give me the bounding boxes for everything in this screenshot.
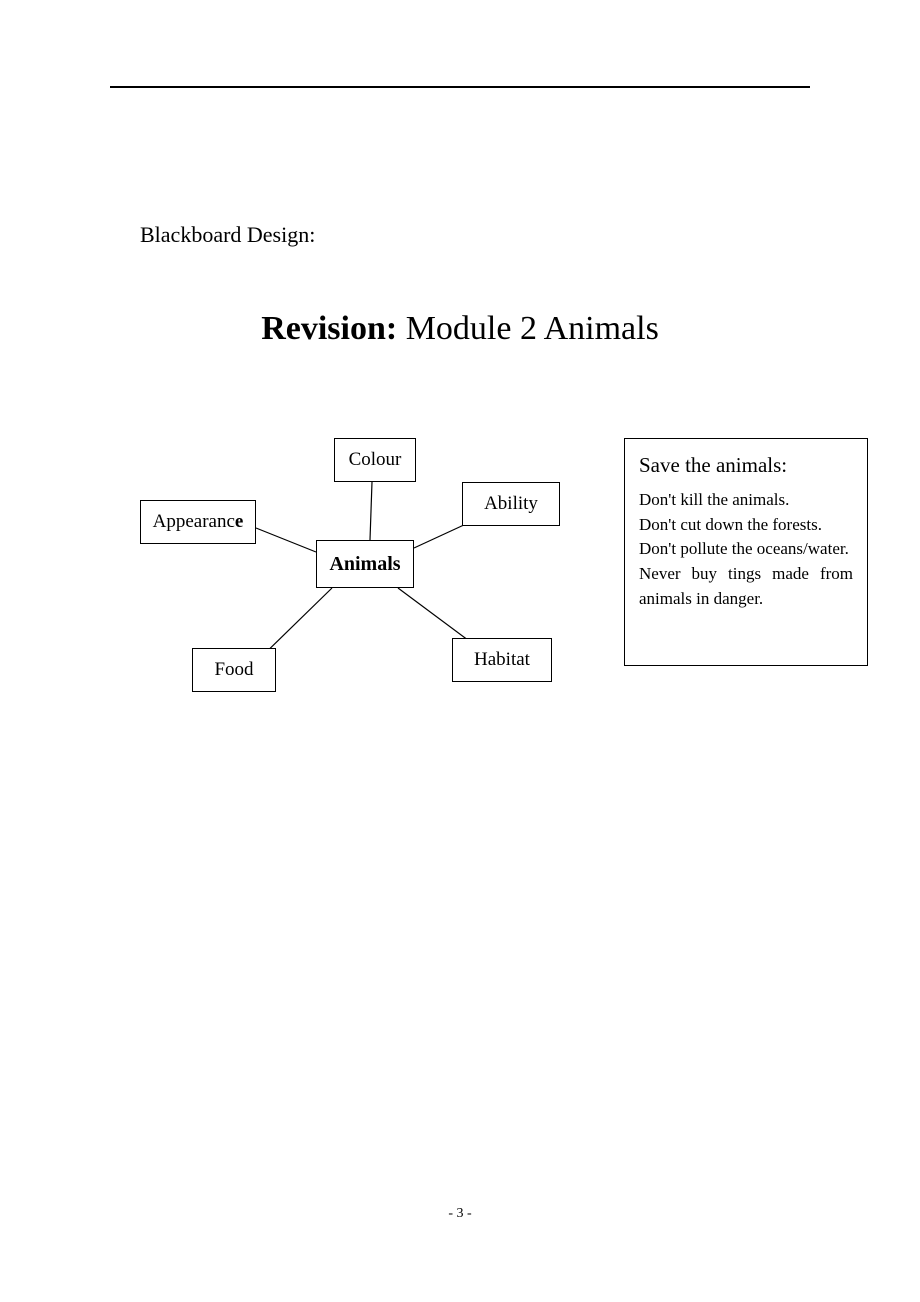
diagram-node-food: Food bbox=[192, 648, 276, 692]
save-animals-box: Save the animals: Don't kill the animals… bbox=[624, 438, 868, 666]
document-page: Blackboard Design: Revision: Module 2 An… bbox=[0, 0, 920, 1302]
sidebox-title: Save the animals: bbox=[639, 453, 853, 478]
sidebox-body: Don't kill the animals.Don't cut down th… bbox=[639, 488, 853, 611]
section-label: Blackboard Design: bbox=[140, 222, 315, 248]
diagram-node-colour: Colour bbox=[334, 438, 416, 482]
sidebox-line: Don't cut down the forests. bbox=[639, 513, 853, 538]
sidebox-line: Never buy tings made from animals in dan… bbox=[639, 562, 853, 611]
page-number: - 3 - bbox=[0, 1206, 920, 1222]
diagram-node-center: Animals bbox=[316, 540, 414, 588]
diagram-node-appearance: Appearance bbox=[140, 500, 256, 544]
title-bold: Revision: bbox=[261, 310, 397, 347]
page-title: Revision: Module 2 Animals bbox=[0, 310, 920, 348]
sidebox-line: Don't kill the animals. bbox=[639, 488, 853, 513]
diagram-edge bbox=[370, 482, 372, 540]
diagram-edge bbox=[414, 524, 466, 548]
title-rest: Module 2 Animals bbox=[397, 310, 659, 347]
diagram-node-ability: Ability bbox=[462, 482, 560, 526]
sidebox-line: Don't pollute the oceans/water. bbox=[639, 537, 853, 562]
top-rule bbox=[110, 86, 810, 88]
diagram-edge bbox=[256, 528, 316, 552]
diagram-node-habitat: Habitat bbox=[452, 638, 552, 682]
